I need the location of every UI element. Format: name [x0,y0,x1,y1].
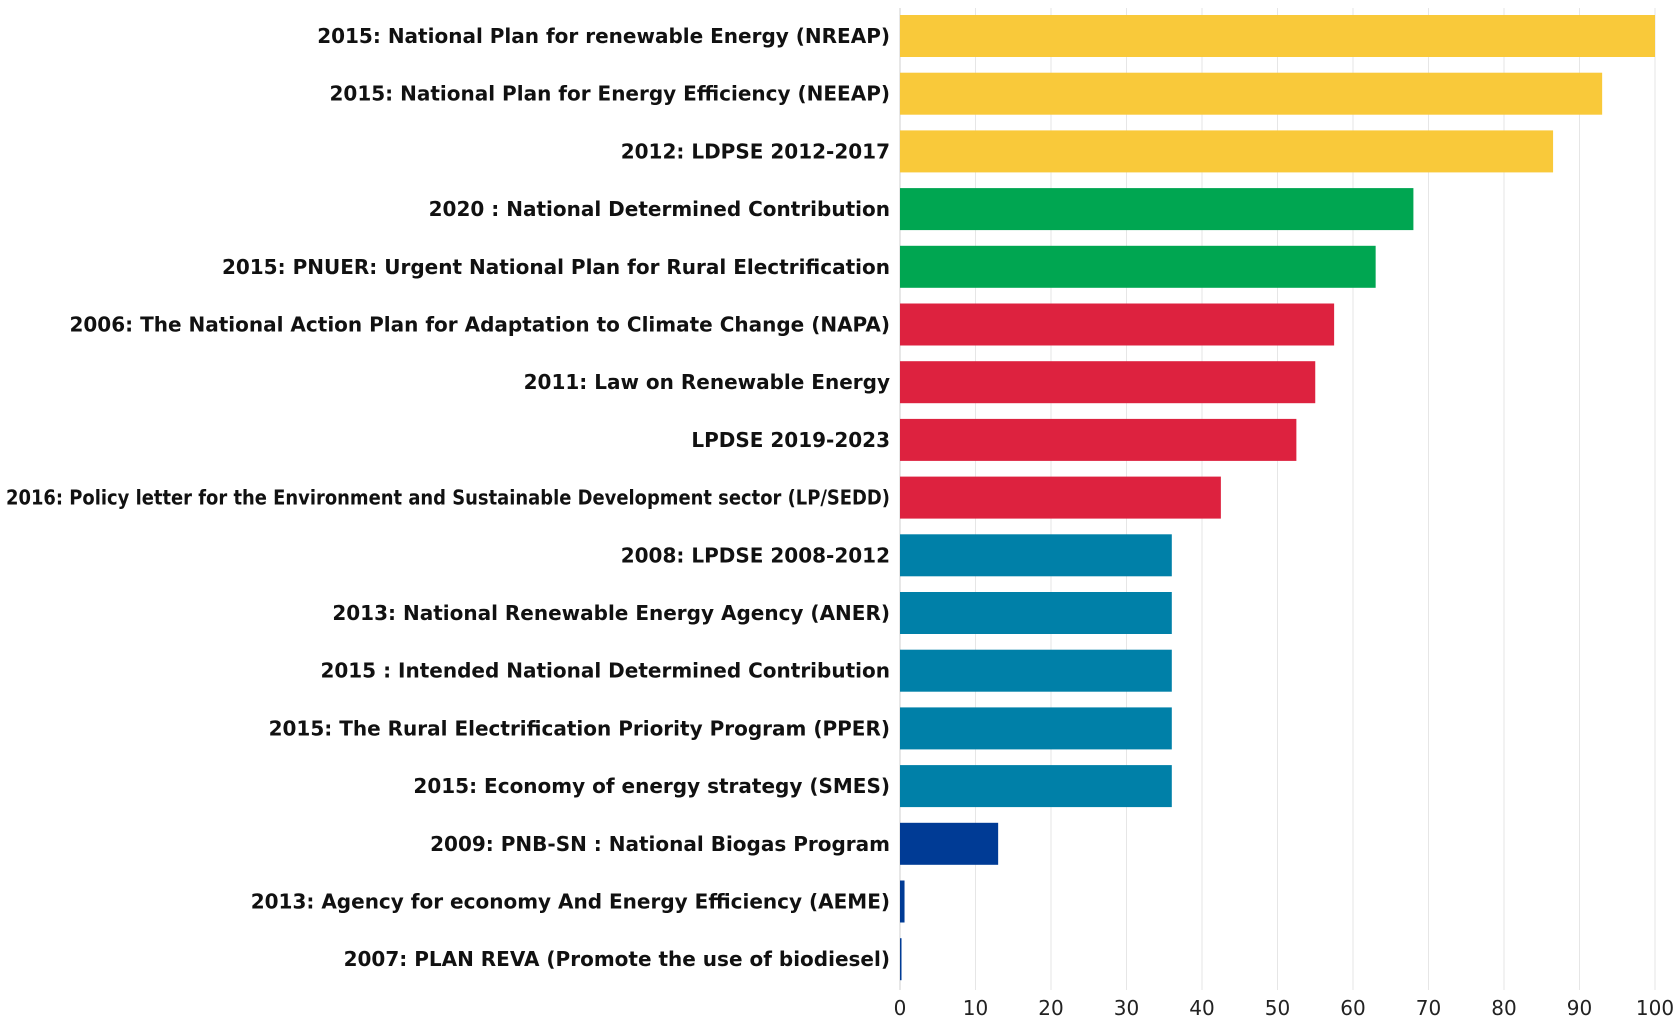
bar [900,822,999,865]
category-label: 2015: Economy of energy strategy (SMES) [413,774,890,798]
x-axis-tick-layer: 0 10 20 30 40 50 60 70 80 90 100 [894,996,1673,1020]
bar [900,72,1603,115]
bar [900,649,1172,692]
bar [900,15,1655,57]
category-label: 2015 : Intended National Determined Cont… [320,659,890,683]
bar [900,707,1172,750]
bar [900,418,1297,461]
category-label: 2020 : National Determined Contribution [429,197,890,221]
category-label: 2013: Agency for economy And Energy Effi… [251,890,890,914]
category-label: 2006: The National Action Plan for Adapt… [69,313,890,337]
category-label: 2011: Law on Renewable Energy [524,370,890,394]
bar [900,476,1221,519]
category-label: LPDSE 2019-2023 [691,428,890,452]
x-tick-label: 10 [963,996,988,1020]
bar [900,188,1414,231]
bar [900,938,902,981]
bar [900,130,1554,173]
category-label: 2015: PNUER: Urgent National Plan for Ru… [222,255,890,279]
x-tick-label: 70 [1416,996,1441,1020]
category-label: 2016: Policy letter for the Environment … [6,486,890,510]
x-tick-label: 60 [1340,996,1365,1020]
category-label: 2007: PLAN REVA (Promote the use of biod… [344,947,890,971]
category-label: 2013: National Renewable Energy Agency (… [332,601,890,625]
category-label: 2008: LPDSE 2008-2012 [621,543,890,567]
category-label: 2015: National Plan for Energy Efficienc… [329,82,890,106]
x-tick-label: 0 [894,996,907,1020]
x-tick-label: 30 [1114,996,1139,1020]
bar [900,245,1376,288]
bar [900,534,1172,577]
bar [900,303,1335,346]
category-label-layer: 2015: National Plan for renewable Energy… [6,24,890,971]
category-label: 2012: LDPSE 2012-2017 [621,139,890,163]
bar [900,880,905,923]
x-tick-label: 40 [1189,996,1214,1020]
x-tick-label: 20 [1038,996,1063,1020]
category-label: 2015: National Plan for renewable Energy… [317,24,890,48]
bar [900,765,1172,808]
bar-layer [900,15,1655,981]
x-tick-label: 50 [1265,996,1290,1020]
bar [900,592,1172,634]
x-tick-label: 100 [1636,996,1673,1020]
x-tick-label: 90 [1567,996,1592,1020]
category-label: 2009: PNB-SN : National Biogas Program [430,832,890,856]
x-tick-label: 80 [1491,996,1516,1020]
category-label: 2015: The Rural Electrification Priority… [269,716,890,740]
bar [900,361,1316,404]
